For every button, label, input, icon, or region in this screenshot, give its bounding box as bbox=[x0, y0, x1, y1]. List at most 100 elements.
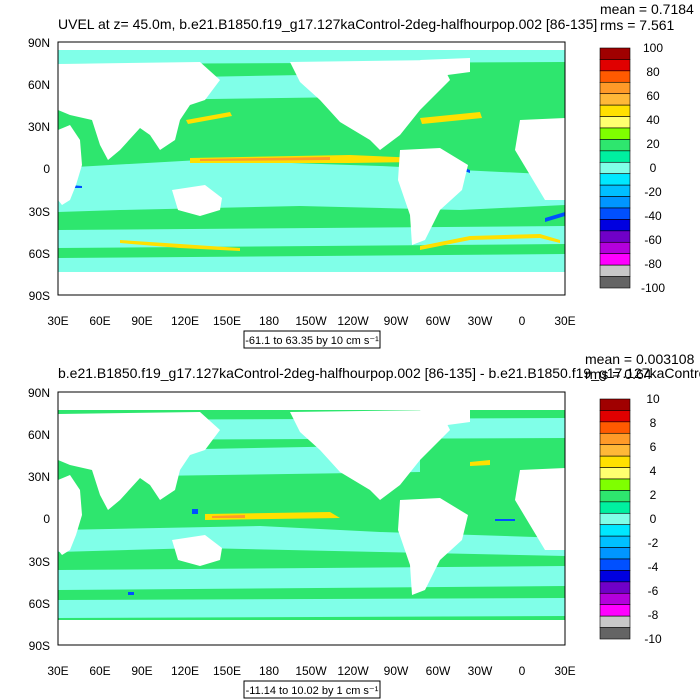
panel-2: b.e21.B1850.f19_g17.127kaControl-2deg-ha… bbox=[28, 351, 700, 699]
colorbar-swatch bbox=[599, 501, 631, 514]
panel-1: UVEL at z= 45.0m, b.e21.B1850.f19_g17.12… bbox=[28, 1, 694, 349]
colorbar-swatch bbox=[599, 524, 631, 537]
colorbar-label: -80 bbox=[644, 257, 662, 271]
colorbar-swatch bbox=[599, 47, 631, 60]
x-tick-label: 60W bbox=[426, 664, 451, 678]
y-tick-label: 0 bbox=[43, 512, 50, 526]
x-tick-label: 90W bbox=[384, 314, 409, 328]
colorbar-labels: 100 80 60 40 20 0 -20 -40 -60 -80 -100 bbox=[641, 41, 665, 295]
colorbar-swatch bbox=[599, 581, 631, 594]
colorbar-label: -60 bbox=[644, 233, 662, 247]
colorbar-label: -20 bbox=[644, 185, 662, 199]
panel-1-axes: 90N 60N 30N 0 30S 60S 90S 30E 60E 90E 12… bbox=[28, 36, 576, 328]
y-tick-label: 30S bbox=[29, 555, 50, 569]
y-tick-label: 90S bbox=[29, 639, 50, 653]
panel-2-frame bbox=[57, 391, 566, 646]
colorbar-swatch bbox=[599, 421, 631, 434]
x-tick-label: 30W bbox=[468, 314, 493, 328]
range-note-text: -11.14 to 10.02 by 1 cm s⁻¹ bbox=[246, 685, 379, 697]
panel-1-map bbox=[57, 41, 566, 296]
equatorial-anomaly bbox=[212, 515, 245, 518]
y-tick-label: 60N bbox=[28, 78, 50, 92]
colorbar-swatch bbox=[599, 276, 631, 289]
colorbar-swatch bbox=[599, 150, 631, 163]
panel-1-rms: rms = 7.561 bbox=[600, 17, 675, 33]
x-tick-label: 30E bbox=[554, 314, 575, 328]
colorbar-swatch bbox=[599, 432, 631, 446]
colorbar-label: -100 bbox=[641, 281, 665, 295]
polar-south-weak bbox=[58, 254, 565, 272]
colorbar-label: -40 bbox=[644, 209, 662, 223]
y-tick-label: 0 bbox=[43, 162, 50, 176]
colorbar-swatch bbox=[599, 161, 631, 175]
colorbar-swatch bbox=[599, 512, 631, 526]
colorbar-label: 0 bbox=[650, 512, 657, 526]
colorbar-label: 8 bbox=[650, 416, 657, 430]
panel-1-colorbar: 100 80 60 40 20 0 -20 -40 -60 -80 -100 bbox=[599, 41, 665, 295]
colorbar-swatch bbox=[599, 173, 631, 186]
equatorial-jet-core bbox=[200, 157, 330, 161]
colorbar-swatch bbox=[599, 264, 631, 277]
panel-2-mean: mean = 0.003108 bbox=[585, 351, 695, 367]
panel-1-title: UVEL at z= 45.0m, b.e21.B1850.f19_g17.12… bbox=[58, 16, 597, 32]
x-tick-label: 120W bbox=[337, 314, 369, 328]
x-tick-label: 150E bbox=[213, 314, 241, 328]
colorbar-label: 6 bbox=[650, 440, 657, 454]
x-tick-label: 120E bbox=[171, 314, 199, 328]
kuroshio-jet bbox=[186, 112, 232, 124]
colorbar-swatch bbox=[599, 627, 631, 640]
y-tick-label: 60S bbox=[29, 247, 50, 261]
weak-band bbox=[58, 598, 565, 618]
colorbar-swatch bbox=[599, 478, 631, 491]
y-tick-label: 30N bbox=[28, 470, 50, 484]
gulf-stream-jet bbox=[420, 112, 482, 124]
panel-2-rms: rms = 0.64 bbox=[585, 366, 652, 382]
panel-2-range-note: -11.14 to 10.02 by 1 cm s⁻¹ bbox=[243, 680, 381, 699]
anomaly-pos bbox=[470, 460, 490, 466]
x-tick-label: 90E bbox=[131, 664, 152, 678]
x-tick-label: 150W bbox=[295, 664, 327, 678]
colorbar-swatch bbox=[599, 444, 631, 457]
colorbar-label: -2 bbox=[648, 536, 659, 550]
acc-jet bbox=[120, 234, 560, 251]
x-tick-label: 0 bbox=[519, 314, 526, 328]
colorbar-swatch bbox=[599, 219, 631, 232]
x-tick-label: 150E bbox=[213, 664, 241, 678]
colorbar-label: -10 bbox=[644, 632, 662, 646]
land-masses bbox=[58, 42, 565, 295]
panel-2-colorbar: 10 8 6 4 2 0 -2 -4 -6 -8 -10 bbox=[599, 392, 662, 646]
colorbar-swatch bbox=[599, 241, 631, 255]
y-tick-label: 90N bbox=[28, 386, 50, 400]
colorbar-label: 0 bbox=[650, 161, 657, 175]
x-tick-label: 30E bbox=[554, 664, 575, 678]
colorbar-label: 20 bbox=[646, 137, 660, 151]
x-tick-label: 180 bbox=[259, 314, 279, 328]
x-tick-label: 60E bbox=[89, 314, 110, 328]
colorbar-swatch bbox=[599, 230, 631, 243]
colorbar-label: 10 bbox=[646, 392, 660, 406]
panel-2-title: b.e21.B1850.f19_g17.127kaControl-2deg-ha… bbox=[58, 365, 700, 381]
panel-2-axes: 90N 60N 30N 0 30S 60S 90S 30E 60E 90E 12… bbox=[28, 386, 576, 678]
colorbar-swatch bbox=[599, 558, 631, 571]
colorbar-swatch bbox=[599, 93, 631, 106]
x-tick-label: 90E bbox=[131, 314, 152, 328]
colorbar-swatch bbox=[599, 127, 631, 140]
x-tick-label: 180 bbox=[259, 664, 279, 678]
y-tick-label: 60S bbox=[29, 597, 50, 611]
x-tick-label: 30W bbox=[468, 664, 493, 678]
colorbar-swatch bbox=[599, 116, 631, 129]
panel-1-frame bbox=[57, 41, 566, 296]
colorbar-label: 2 bbox=[650, 488, 657, 502]
colorbar-label: 100 bbox=[643, 41, 663, 55]
colorbar-labels: 10 8 6 4 2 0 -2 -4 -6 -8 -10 bbox=[644, 392, 662, 646]
panel-2-map bbox=[57, 391, 566, 646]
colorbar-swatch bbox=[599, 604, 631, 617]
colorbar-swatch bbox=[599, 207, 631, 220]
x-tick-label: 90W bbox=[384, 664, 409, 678]
colorbar-label: 60 bbox=[646, 89, 660, 103]
colorbar-swatch bbox=[599, 398, 631, 411]
colorbar-label: -6 bbox=[648, 584, 659, 598]
x-tick-label: 150W bbox=[295, 314, 327, 328]
colorbar-swatch bbox=[599, 547, 631, 560]
